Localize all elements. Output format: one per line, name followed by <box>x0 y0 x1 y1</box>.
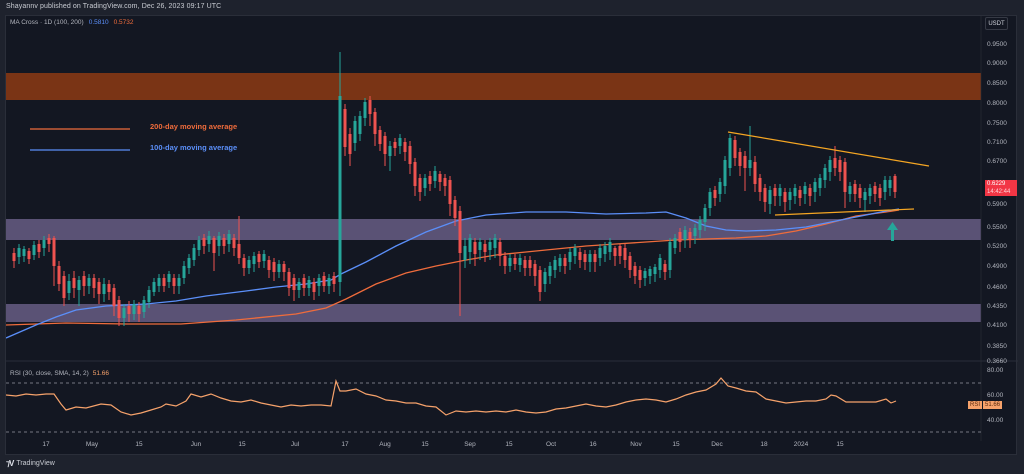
time-tick: May <box>85 441 99 448</box>
rsi-tick: 80.00 <box>987 367 1004 374</box>
time-tick: 15 <box>238 441 246 448</box>
rsi-params: RSI (30, close, SMA, 14, 2) <box>10 370 89 377</box>
rsi-title[interactable]: RSI (30, close, SMA, 14, 2) 51.66 <box>10 370 109 377</box>
price-tick: 0.5900 <box>987 201 1007 208</box>
ascending-support-line <box>774 208 915 216</box>
price-tick: 0.7100 <box>987 139 1007 146</box>
time-tick: 18 <box>760 441 768 448</box>
price-tick: 0.4100 <box>987 322 1007 329</box>
rsi-value-tag: RSI 51.66 <box>968 401 1003 409</box>
tradingview-logo-icon: ⁊V <box>6 459 14 468</box>
time-tick: 15 <box>672 441 680 448</box>
time-tick: Oct <box>545 441 557 448</box>
time-tick: Aug <box>379 441 391 448</box>
time-tick: 15 <box>505 441 513 448</box>
legend-ma200-label: 200-day moving average <box>150 122 238 131</box>
last-price: 0.6229 <box>987 181 1006 187</box>
descending-trendline <box>727 131 930 167</box>
currency-button[interactable]: USDT <box>985 17 1008 30</box>
indicator-title[interactable]: MA Cross · 1D (100, 200) 0.5810 0.5732 <box>10 19 133 26</box>
legend-ma100-label: 100-day moving average <box>150 143 238 152</box>
time-tick: 15 <box>836 441 844 448</box>
time-tick: 17 <box>341 441 349 448</box>
last-price-tag: 0.6229 14:42:44 <box>985 180 1017 196</box>
ma200-line <box>6 209 900 326</box>
price-tick: 0.4350 <box>987 303 1007 310</box>
time-tick: Jul <box>290 441 300 448</box>
time-tick: 16 <box>589 441 597 448</box>
price-tick: 0.4900 <box>987 263 1007 270</box>
bar-countdown: 14:42:44 <box>987 188 1011 195</box>
support-zone-upper <box>6 219 981 240</box>
price-tick: 0.4600 <box>987 284 1007 291</box>
price-tick: 0.5500 <box>987 224 1007 231</box>
rsi-tick: 40.00 <box>987 417 1004 424</box>
rsi-tag-value: 51.66 <box>983 401 1003 409</box>
rsi-line <box>6 377 897 416</box>
price-tick: 0.8000 <box>987 100 1007 107</box>
price-tick: 0.6700 <box>987 158 1007 165</box>
time-tick: 17 <box>42 441 50 448</box>
support-zone-lower <box>6 304 981 322</box>
price-tick: 0.3850 <box>987 343 1007 350</box>
price-tick: 0.9500 <box>987 41 1007 48</box>
footer: ⁊V TradingView <box>6 459 55 468</box>
time-tick: Jun <box>190 441 202 448</box>
time-tick: 2024 <box>793 441 809 448</box>
resistance-zone <box>6 73 981 100</box>
rsi-tick: 60.00 <box>987 392 1004 399</box>
time-tick: 15 <box>135 441 143 448</box>
brand-name: TradingView <box>16 460 55 467</box>
price-chart[interactable] <box>6 16 1018 456</box>
rsi-value: 51.66 <box>92 370 110 377</box>
chart-panel[interactable]: 200-day moving average 100-day moving av… <box>5 15 1018 456</box>
time-tick: Sep <box>464 441 476 448</box>
price-tick: 0.7500 <box>987 120 1007 127</box>
time-tick: Nov <box>630 441 642 448</box>
price-tick: 0.9000 <box>987 60 1007 67</box>
rsi-tag-label: RSI <box>968 401 983 409</box>
candles <box>12 52 897 326</box>
price-tick: 0.3660 <box>987 358 1007 365</box>
ma100-value: 0.5810 <box>88 19 109 26</box>
time-tick: 15 <box>421 441 429 448</box>
price-tick: 0.5200 <box>987 243 1007 250</box>
ma200-value: 0.5732 <box>113 19 134 26</box>
time-tick: Dec <box>711 441 723 448</box>
ma100-line <box>6 208 900 339</box>
up-arrow-icon <box>887 222 898 241</box>
indicator-name: MA Cross · 1D (100, 200) <box>10 19 84 26</box>
publisher-line: Shayannv published on TradingView.com, D… <box>6 3 222 10</box>
price-tick: 0.8500 <box>987 80 1007 87</box>
